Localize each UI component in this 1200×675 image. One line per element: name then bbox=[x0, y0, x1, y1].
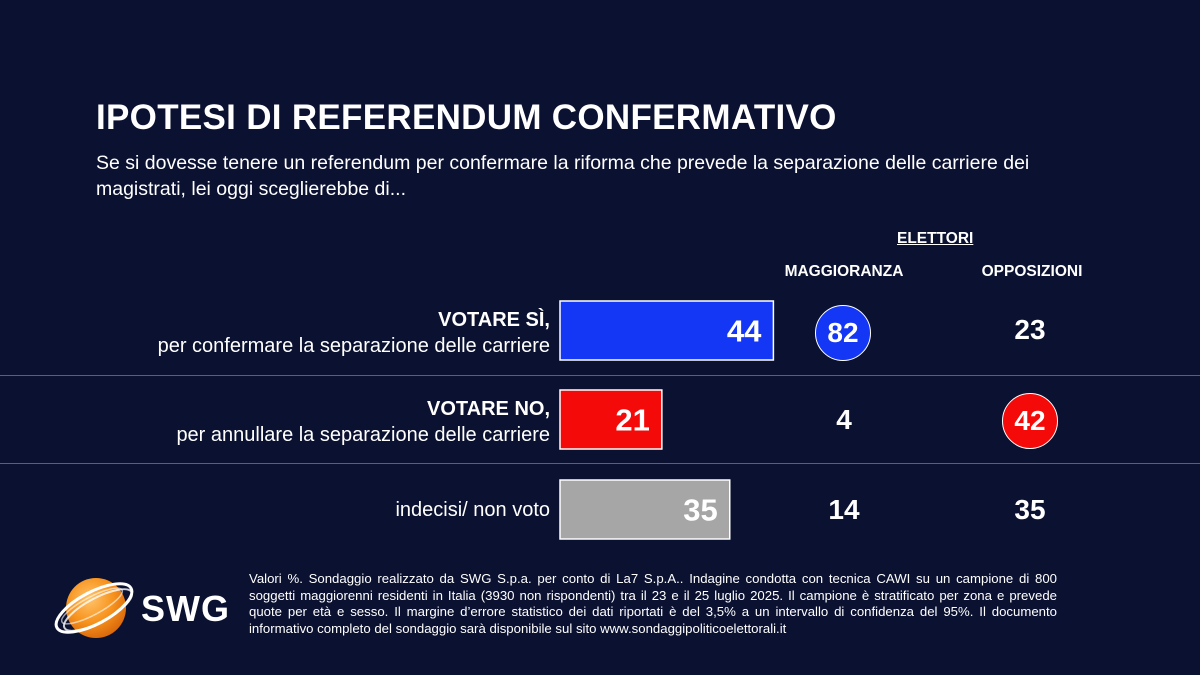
row-separator bbox=[0, 463, 1200, 464]
maggioranza-value: 14 bbox=[828, 494, 860, 525]
maggioranza-value-badge: 82 bbox=[815, 305, 871, 361]
row-label-rest: per annullare la separazione delle carri… bbox=[176, 424, 550, 446]
question-text: Se si dovesse tenere un referendum per c… bbox=[96, 152, 1030, 200]
column-header-maggioranza: MAGGIORANZA bbox=[784, 263, 904, 280]
row-label-votare-no: VOTARE NO, per annullare la separazione … bbox=[176, 396, 550, 448]
row-label-rest: indecisi/ non voto bbox=[395, 499, 550, 521]
opposizioni-value: 42 bbox=[1014, 405, 1046, 436]
bar-2 bbox=[559, 389, 663, 450]
opposizioni-value-badge: 42 bbox=[1002, 393, 1058, 449]
maggioranza-value: 82 bbox=[827, 317, 859, 348]
swg-logo-text: SWG bbox=[141, 588, 230, 629]
column-header-opposizioni: OPPOSIZIONI bbox=[981, 263, 1083, 280]
bar-1 bbox=[559, 300, 775, 361]
bar-value-label: 44 bbox=[727, 314, 762, 349]
swg-globe-icon bbox=[54, 578, 134, 638]
row-label-votare-si: VOTARE SÌ, per confermare la separazione… bbox=[158, 307, 550, 359]
opposizioni-value: 23 bbox=[1014, 314, 1046, 345]
electors-group-label: ELETTORI bbox=[897, 230, 974, 247]
page-title: IPOTESI DI REFERENDUM CONFERMATIVO bbox=[96, 98, 837, 137]
row-label-strong: VOTARE SÌ, bbox=[438, 309, 550, 331]
methodology-note: Valori %. Sondaggio realizzato da SWG S.… bbox=[249, 571, 1057, 636]
opposizioni-value: 35 bbox=[1014, 494, 1046, 525]
maggioranza-value: 4 bbox=[836, 404, 852, 435]
row-separator bbox=[0, 375, 1200, 376]
row-label-indecisi: indecisi/ non voto bbox=[395, 497, 550, 523]
bar-value-label: 35 bbox=[683, 493, 717, 528]
row-label-rest: per confermare la separazione delle carr… bbox=[157, 335, 550, 357]
row-label-strong: VOTARE NO, bbox=[427, 398, 550, 420]
bar-value-label: 21 bbox=[615, 403, 649, 438]
bar-3 bbox=[559, 479, 731, 540]
